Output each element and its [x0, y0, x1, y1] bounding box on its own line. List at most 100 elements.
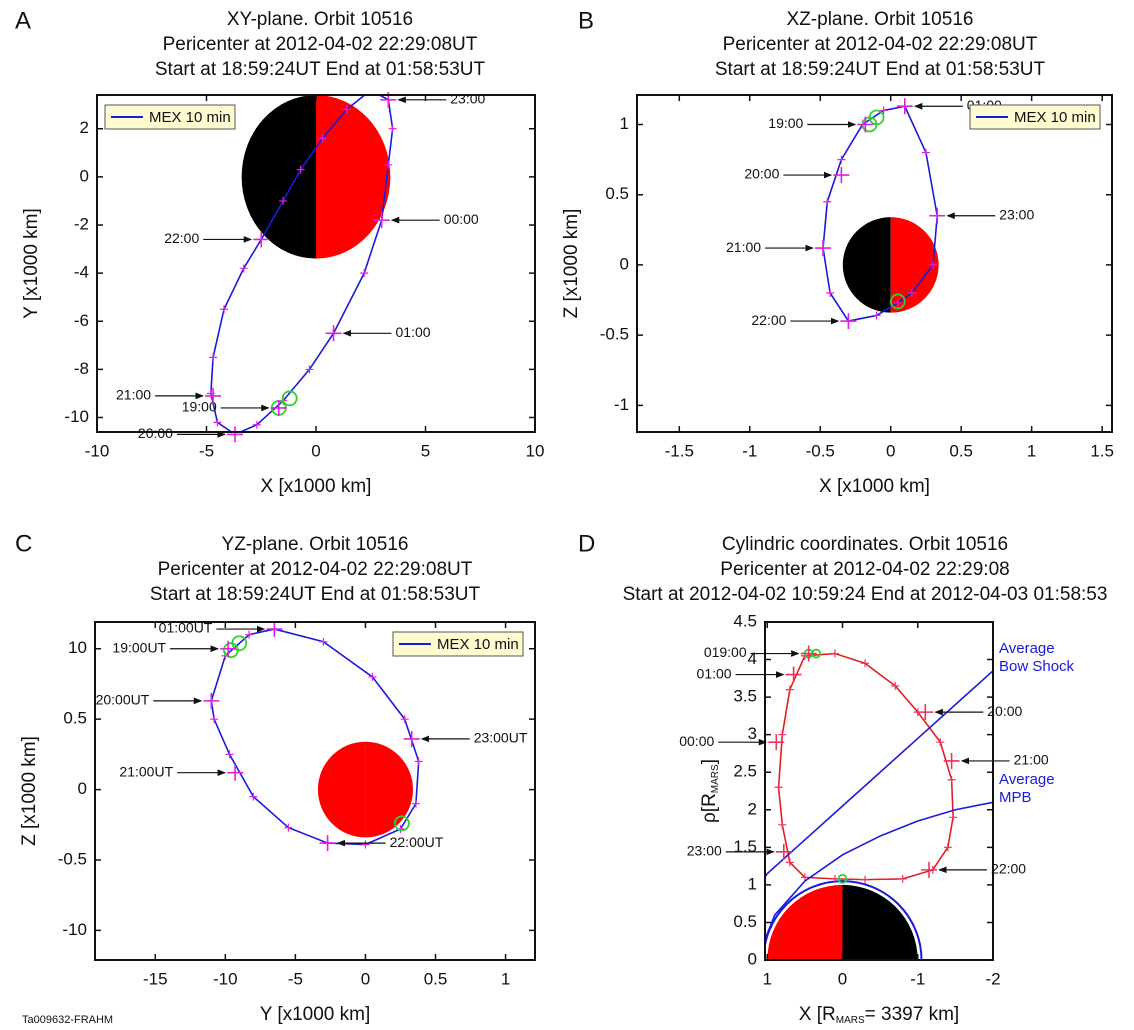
y-tick-label: 0: [748, 949, 757, 968]
plot-frame: [636, 94, 1113, 433]
annotation: 22:00UT: [390, 834, 444, 850]
vertex-marker: [239, 264, 248, 273]
annotation: 20:00UT: [96, 692, 150, 708]
planet-half: [890, 217, 939, 313]
vertex-marker: [785, 858, 794, 867]
y-tick-label: -0.5: [58, 849, 87, 868]
vertex-marker: [411, 799, 420, 808]
vertex-marker: [414, 757, 423, 766]
vertex-marker: [943, 843, 952, 852]
annotation: 21:00: [1014, 752, 1049, 768]
annotation: 01:00: [697, 665, 732, 681]
chart-title: Start at 18:59:24UT End at 01:58:53UT: [155, 59, 486, 80]
time-marker: [203, 692, 220, 709]
legend: MEX 10 min: [104, 104, 236, 130]
vertex-marker: [360, 269, 369, 278]
panel-letter: B: [578, 7, 594, 34]
x-tick-label: 1.5: [1090, 441, 1114, 460]
annotation: 01:00UT: [159, 620, 213, 636]
x-tick-label: -10: [213, 969, 238, 988]
time-marker: [775, 843, 792, 860]
y-tick-label: 0.5: [605, 184, 629, 203]
vertex-marker: [893, 298, 902, 307]
time-marker: [373, 212, 390, 229]
time-marker: [800, 645, 817, 662]
y-tick-label: 0.5: [733, 912, 757, 931]
time-marker: [319, 835, 336, 852]
time-marker: [921, 861, 938, 878]
vertex-marker: [898, 874, 907, 883]
y-tick-label: -2: [74, 214, 89, 233]
y-tick-label: -6: [74, 311, 89, 330]
curve-label: MPB: [999, 789, 1032, 806]
legend: MEX 10 min: [392, 631, 524, 657]
annotation: 22:00: [164, 230, 199, 246]
y-tick-label: 1: [620, 114, 629, 133]
vertex-marker: [774, 783, 783, 792]
annotation: 23:00: [450, 91, 485, 107]
chart-title: Pericenter at 2012-04-02 22:29:08: [720, 559, 1009, 580]
vertex-marker: [921, 148, 930, 157]
x-tick-label: -0.5: [806, 441, 835, 460]
time-marker: [840, 313, 857, 330]
y-tick-label: 3.5: [733, 687, 757, 706]
y-tick-label: 0: [620, 254, 629, 273]
plot-frame: [764, 621, 994, 961]
label-part: MARS: [836, 1015, 865, 1026]
y-tick-label: 2.5: [733, 762, 757, 781]
vertex-marker: [830, 649, 839, 658]
annotation: 22:00: [751, 312, 786, 328]
time-marker: [270, 399, 287, 416]
annotation: 19:00: [182, 399, 217, 415]
orbit-line: [765, 801, 993, 942]
vertex-marker: [361, 840, 370, 849]
vertex-marker: [891, 681, 900, 690]
highlight-circle: [231, 635, 248, 652]
time-marker: [943, 752, 960, 769]
y-tick-label: 0: [78, 779, 87, 798]
chart-title: Start at 18:59:24UT End at 01:58:53UT: [715, 59, 1046, 80]
orbit-line: [765, 670, 993, 879]
panel: B XZ-plane. Orbit 10516 Pericenter at 2012…: [561, 7, 1114, 497]
vertex-marker: [296, 165, 305, 174]
annotation: 23:00: [687, 843, 722, 859]
x-tick-label: 0: [838, 969, 847, 988]
x-axis-label: X [RMARS= 3397 km]: [799, 1004, 959, 1026]
x-tick-label: 5: [421, 441, 430, 460]
annotation: 20:00: [987, 703, 1022, 719]
annotation: 21:00: [116, 387, 151, 403]
vertex-marker: [367, 86, 375, 94]
chart-title: Pericenter at 2012-04-02 22:29:08UT: [163, 34, 478, 55]
orbit-line: [777, 652, 954, 881]
vertex-marker: [872, 311, 881, 320]
vertex-marker: [861, 659, 870, 668]
x-tick-label: 0.5: [949, 441, 973, 460]
label-part: ]: [699, 759, 720, 764]
vertex-marker: [284, 823, 293, 832]
annotation: 01:00: [396, 324, 431, 340]
chart-title: Pericenter at 2012-04-02 22:29:08UT: [723, 34, 1038, 55]
time-marker: [253, 231, 270, 248]
chart-title: Cylindric coordinates. Orbit 10516: [722, 534, 1008, 555]
vertex-marker: [225, 750, 234, 759]
y-tick-label: 0: [80, 166, 89, 185]
time-marker: [220, 640, 237, 657]
vertex-marker: [368, 672, 377, 681]
x-tick-label: -5: [199, 441, 214, 460]
x-tick-label: 0: [361, 969, 370, 988]
y-axis-label: Z [x1000 km]: [561, 209, 582, 319]
y-tick-label: 1.5: [733, 837, 757, 856]
chart-title: Pericenter at 2012-04-02 22:29:08UT: [158, 559, 473, 580]
time-marker: [857, 116, 874, 133]
y-tick-label: -4: [74, 263, 89, 282]
label-part: ρ[R: [699, 793, 720, 823]
vertex-marker: [388, 124, 397, 133]
planet: [317, 741, 414, 838]
planet-half: [365, 741, 414, 838]
planet-half: [317, 741, 366, 838]
y-tick-label: 1: [748, 874, 757, 893]
y-tick-label: -1: [614, 395, 629, 414]
vertex-marker: [785, 685, 794, 694]
x-tick-label: 1: [763, 969, 772, 988]
